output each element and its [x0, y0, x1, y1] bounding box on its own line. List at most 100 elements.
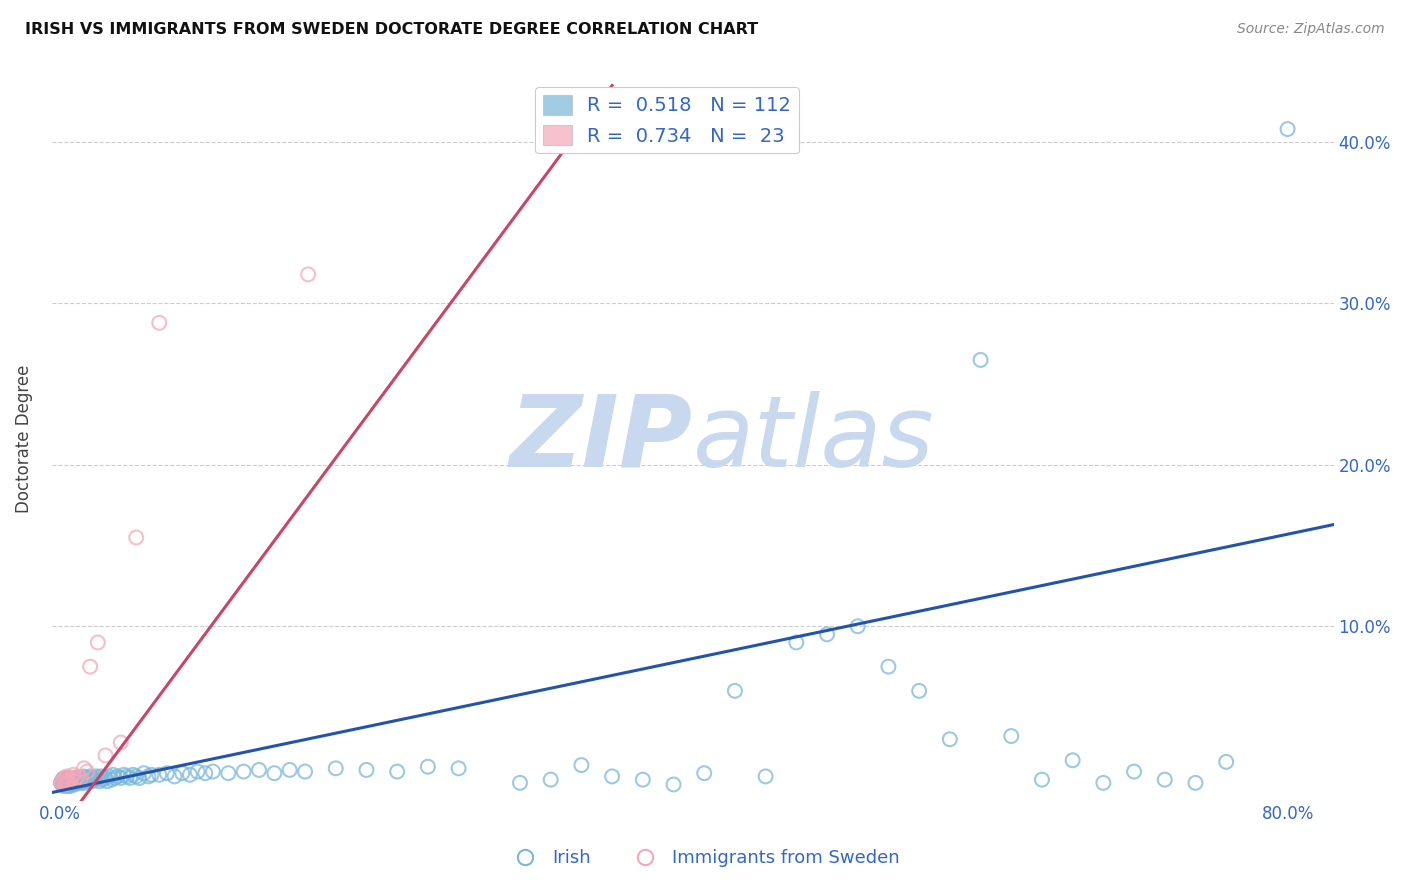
Point: [356, 763, 378, 777]
Text: IRISH VS IMMIGRANTS FROM SWEDEN DOCTORATE DEGREE CORRELATION CHART: IRISH VS IMMIGRANTS FROM SWEDEN DOCTORAT…: [25, 22, 758, 37]
Point: [1031, 772, 1053, 787]
Point: [55, 776, 77, 790]
Point: [55, 777, 77, 791]
Point: [56, 779, 79, 793]
Point: [263, 766, 285, 780]
Point: [148, 316, 170, 330]
Point: [70, 771, 93, 785]
Point: [82, 771, 104, 785]
Point: [385, 764, 408, 779]
Point: [187, 764, 209, 779]
Point: [72, 774, 94, 789]
Point: [128, 771, 150, 785]
Point: [1215, 755, 1237, 769]
Point: [571, 758, 593, 772]
Point: [62, 774, 84, 789]
Point: [631, 772, 654, 787]
Point: [63, 774, 86, 789]
Point: [65, 774, 87, 789]
Point: [73, 776, 96, 790]
Point: [125, 531, 148, 545]
Point: [110, 735, 132, 749]
Point: [755, 769, 778, 783]
Point: [115, 769, 138, 783]
Point: [172, 766, 194, 780]
Point: [1153, 772, 1175, 787]
Point: [232, 764, 254, 779]
Point: [815, 627, 838, 641]
Point: [63, 772, 86, 787]
Point: [1092, 776, 1115, 790]
Point: [51, 777, 73, 791]
Point: [294, 764, 316, 779]
Point: [77, 772, 100, 787]
Point: [148, 768, 170, 782]
Point: [70, 776, 93, 790]
Point: [53, 774, 76, 789]
Point: [447, 761, 470, 775]
Point: [56, 776, 79, 790]
Point: [55, 777, 77, 791]
Point: [53, 771, 76, 785]
Point: [58, 772, 80, 787]
Text: ZIP: ZIP: [510, 391, 693, 488]
Point: [80, 774, 103, 789]
Point: [76, 764, 98, 779]
Point: [96, 774, 118, 789]
Point: [55, 772, 77, 787]
Text: Source: ZipAtlas.com: Source: ZipAtlas.com: [1237, 22, 1385, 37]
Point: [66, 776, 89, 790]
Point: [76, 771, 98, 785]
Point: [87, 635, 110, 649]
Point: [107, 769, 129, 783]
Point: [1277, 122, 1299, 136]
Point: [56, 771, 79, 785]
Point: [53, 772, 76, 787]
Point: [540, 772, 562, 787]
Point: [156, 766, 179, 780]
Point: [59, 771, 82, 785]
Point: [51, 772, 73, 787]
Point: [56, 769, 79, 783]
Point: [132, 766, 155, 780]
Point: [877, 659, 900, 673]
Legend: Irish, Immigrants from Sweden: Irish, Immigrants from Sweden: [499, 842, 907, 874]
Point: [118, 771, 141, 785]
Point: [60, 777, 83, 791]
Point: [53, 779, 76, 793]
Point: [59, 772, 82, 787]
Point: [67, 774, 90, 789]
Point: [63, 777, 86, 791]
Point: [63, 776, 86, 790]
Point: [969, 353, 991, 368]
Point: [56, 774, 79, 789]
Point: [1123, 764, 1146, 779]
Point: [846, 619, 869, 633]
Point: [101, 768, 124, 782]
Point: [94, 748, 117, 763]
Point: [1062, 753, 1084, 767]
Point: [51, 774, 73, 789]
Point: [83, 772, 105, 787]
Point: [125, 769, 148, 783]
Point: [416, 760, 439, 774]
Point: [67, 771, 90, 785]
Point: [49, 776, 72, 790]
Y-axis label: Doctorate Degree: Doctorate Degree: [15, 365, 32, 513]
Point: [59, 779, 82, 793]
Point: [62, 771, 84, 785]
Point: [75, 772, 97, 787]
Point: [60, 772, 83, 787]
Text: atlas: atlas: [693, 391, 935, 488]
Point: [59, 774, 82, 789]
Point: [62, 768, 84, 782]
Point: [785, 635, 807, 649]
Point: [89, 774, 111, 789]
Point: [49, 776, 72, 790]
Point: [60, 771, 83, 785]
Point: [141, 768, 163, 782]
Point: [97, 769, 120, 783]
Point: [662, 777, 685, 791]
Point: [600, 769, 623, 783]
Point: [122, 768, 145, 782]
